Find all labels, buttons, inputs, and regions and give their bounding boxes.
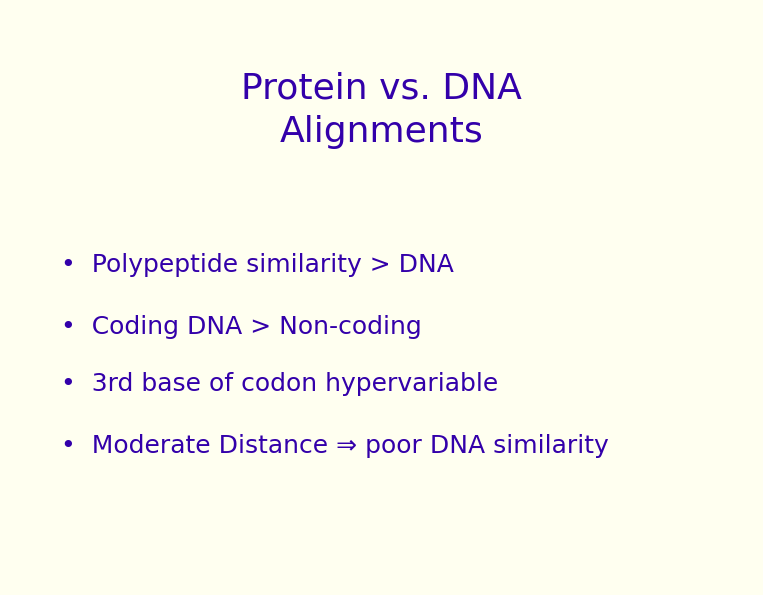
Text: •  Polypeptide similarity > DNA: • Polypeptide similarity > DNA (61, 253, 454, 277)
Text: •  Moderate Distance ⇒ poor DNA similarity: • Moderate Distance ⇒ poor DNA similarit… (61, 434, 609, 458)
Text: •  Coding DNA > Non-coding: • Coding DNA > Non-coding (61, 315, 422, 339)
Text: Protein vs. DNA
Alignments: Protein vs. DNA Alignments (241, 71, 522, 149)
Text: •  3rd base of codon hypervariable: • 3rd base of codon hypervariable (61, 372, 498, 396)
